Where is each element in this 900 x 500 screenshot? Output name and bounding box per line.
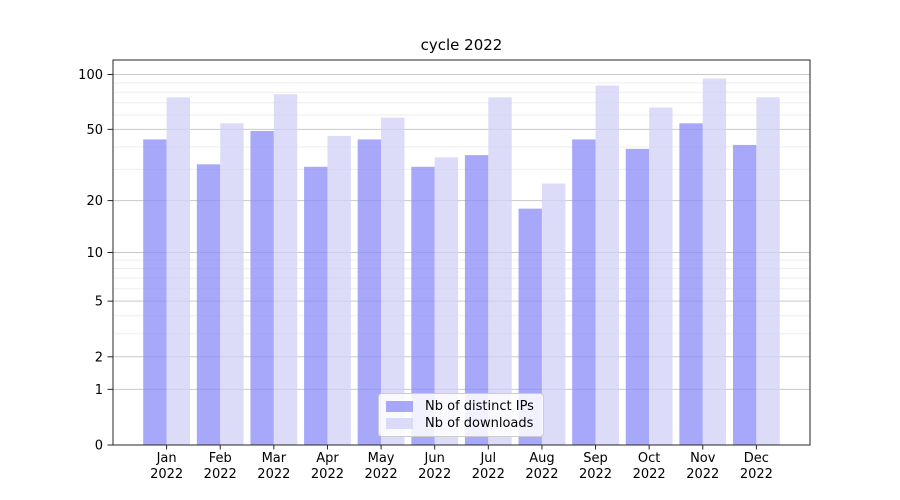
x-tick-label-year: 2022: [418, 467, 451, 482]
bar-ips-jan: [143, 139, 167, 445]
bar-ips-jun: [411, 166, 435, 446]
bar-downloads-nov: [702, 78, 727, 446]
x-tick-label-month: Nov: [690, 451, 716, 466]
y-tick-label: 1: [95, 383, 103, 398]
x-tick-label-month: Sep: [583, 451, 608, 466]
x-tick-label-year: 2022: [365, 467, 398, 482]
bar-ips-apr: [304, 166, 328, 446]
bar-ips-aug: [518, 208, 542, 445]
bar-downloads-dec: [756, 97, 780, 446]
chart-title: cycle 2022: [420, 36, 503, 54]
y-tick-label: 50: [86, 123, 103, 138]
bar-downloads-jun: [434, 157, 459, 445]
bar-downloads-mar: [273, 94, 298, 445]
x-tick-label-month: May: [368, 451, 395, 466]
bar-ips-jul: [464, 155, 489, 446]
y-tick-label: 100: [78, 68, 103, 83]
x-tick-label-year: 2022: [633, 467, 666, 482]
bar-downloads-oct: [649, 107, 673, 446]
x-tick-label-year: 2022: [525, 467, 558, 482]
bar-ips-oct: [625, 148, 650, 445]
bar-ips-dec: [732, 144, 757, 445]
bar-ips-feb: [196, 164, 221, 445]
legend: Nb of distinct IPs Nb of downloads: [378, 393, 544, 437]
y-tick-label: 5: [95, 295, 103, 310]
x-tick-label-year: 2022: [686, 467, 719, 482]
x-tick-label-month: Jan: [156, 451, 177, 466]
legend-item-downloads: Nb of downloads: [386, 416, 535, 431]
x-tick-label-year: 2022: [472, 467, 505, 482]
bar-ips-sep: [572, 139, 596, 445]
y-tick-label: 20: [86, 194, 103, 209]
y-tick-label: 0: [95, 439, 103, 454]
x-tick-label-month: Apr: [316, 451, 339, 466]
legend-item-distinct-ips: Nb of distinct IPs: [386, 399, 535, 414]
bar-downloads-sep: [595, 85, 619, 445]
bar-downloads-aug: [541, 183, 566, 445]
legend-swatch-downloads: [386, 418, 413, 429]
legend-label-downloads: Nb of downloads: [425, 416, 534, 431]
bar-ips-may: [357, 139, 382, 445]
x-tick-label-month: Mar: [262, 451, 287, 466]
bar-ips-nov: [679, 123, 703, 445]
y-tick-label: 10: [86, 246, 103, 261]
bar-downloads-feb: [220, 123, 244, 445]
bar-downloads-jul: [488, 97, 512, 446]
legend-swatch-distinct-ips: [386, 401, 413, 412]
x-tick-label-month: Jun: [424, 451, 445, 466]
bar-ips-mar: [250, 130, 274, 445]
bar-downloads-jan: [166, 97, 191, 446]
bar-downloads-apr: [327, 135, 351, 445]
x-tick-label-month: Dec: [744, 451, 769, 466]
x-tick-label-month: Oct: [638, 451, 660, 466]
x-tick-label-year: 2022: [579, 467, 612, 482]
x-tick-label-year: 2022: [311, 467, 344, 482]
x-tick-label-month: Jul: [479, 451, 496, 466]
legend-label-distinct-ips: Nb of distinct IPs: [425, 399, 534, 414]
x-tick-label-year: 2022: [150, 467, 183, 482]
x-tick-label-year: 2022: [740, 467, 773, 482]
x-tick-label-year: 2022: [204, 467, 237, 482]
y-tick-label: 2: [95, 350, 103, 365]
x-tick-label-month: Feb: [209, 451, 232, 466]
x-tick-label-month: Aug: [529, 451, 554, 466]
x-tick-label-year: 2022: [257, 467, 290, 482]
bar-downloads-may: [381, 117, 405, 445]
